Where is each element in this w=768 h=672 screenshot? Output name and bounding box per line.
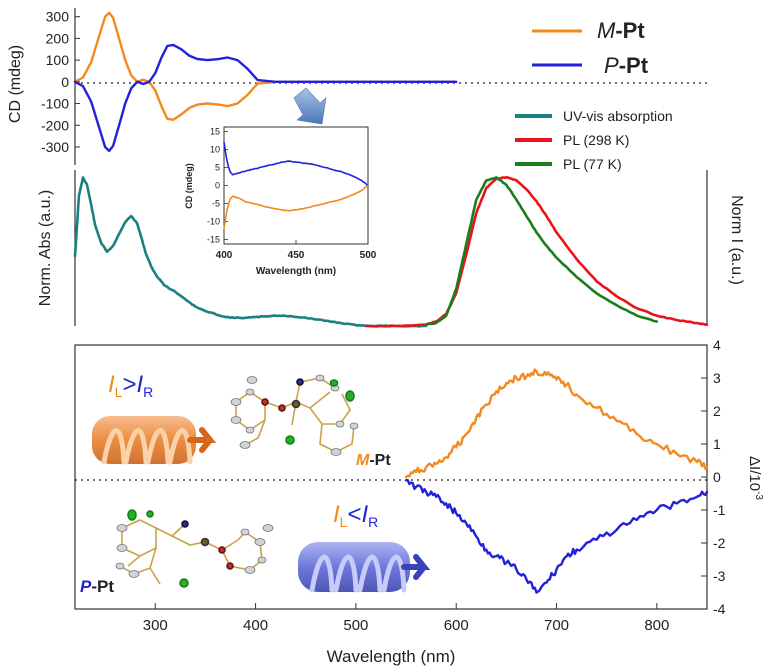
cd-series — [73, 11, 458, 153]
inset-x-tick-label: 400 — [216, 250, 233, 261]
cd-y-label: CD (mdeg) — [7, 45, 24, 123]
cd-tick-label: 300 — [46, 9, 70, 25]
inset-y-tick-label: 5 — [215, 163, 220, 173]
pl-y-label: Norm I (a.u.) — [728, 195, 745, 285]
series-line-p-pt-inset — [223, 141, 369, 187]
inset-x-tick-label: 500 — [360, 250, 377, 261]
series-line-m-pt — [73, 11, 458, 121]
abs-pl-series — [73, 176, 709, 328]
series-line-p-pt-cpl — [404, 478, 709, 594]
series-line-pl-77-k — [424, 176, 659, 326]
cd-tick-label: 200 — [46, 30, 70, 46]
cd-tick-label: 0 — [61, 74, 69, 90]
cpl-x-tick-label: 800 — [644, 617, 669, 634]
cpl-x-tick-label: 600 — [444, 617, 469, 634]
legend-label-p-pt: P-Pt — [604, 53, 649, 78]
series-line-m-pt-cpl — [404, 368, 709, 479]
orange-helix-icon — [92, 416, 217, 465]
abs-y-label: Norm. Abs (a.u.) — [37, 190, 54, 306]
cd-tick-label: 100 — [46, 52, 70, 68]
abs-pl-legend: UV-vis absorption PL (298 K) PL (77 K) — [515, 108, 673, 172]
legend-label-m-pt: M-Pt — [597, 18, 645, 43]
series-line-p-pt — [73, 43, 458, 153]
cd-tick-label: -300 — [41, 139, 69, 155]
cd-tick-label: -200 — [41, 117, 69, 133]
series-line-m-pt-inset — [223, 184, 369, 230]
cpl-y-label: ΔI/10-3 — [746, 456, 764, 500]
annotation-il-lt-ir: IL<IR — [333, 501, 378, 530]
cpl-y-tick-label: -2 — [713, 535, 726, 551]
cpl-y-ticks: 4 3 2 1 0 -1 -2 -3 -4 — [701, 337, 726, 617]
abs-pl-panel: Norm. Abs (a.u.) Norm I (a.u.) UV-vis ab… — [37, 108, 745, 328]
m-pt-structure-label: M-Pt — [356, 452, 391, 469]
cpl-y-tick-label: 2 — [713, 403, 721, 419]
legend-label-pl298: PL (298 K) — [563, 132, 629, 148]
cpl-x-label: Wavelength (nm) — [327, 647, 456, 666]
legend-label-uvvis: UV-vis absorption — [563, 108, 673, 124]
cpl-y-label-sup: -3 — [753, 491, 764, 500]
cpl-y-tick-label: -4 — [713, 601, 726, 617]
cpl-panel: 300 400 500 600 700 800 4 3 2 1 0 -1 -2 -3 -4 Wavelen… — [74, 337, 764, 666]
cpl-y-tick-label: -3 — [713, 568, 726, 584]
cpl-x-tick-label: 400 — [243, 617, 268, 634]
annotation-il-gt-ir: IL>IR — [108, 371, 153, 400]
cd-tick-label: -100 — [41, 96, 69, 112]
inset-y-tick-label: 0 — [215, 181, 220, 191]
inset-y-tick-label: 10 — [210, 145, 220, 155]
cpl-x-tick-label: 500 — [343, 617, 368, 634]
cpl-y-tick-label: -1 — [713, 502, 726, 518]
series-line-uv-vis-absorption — [73, 176, 428, 328]
cpl-x-tick-label: 700 — [544, 617, 569, 634]
inset-y-tick-label: -5 — [212, 198, 220, 208]
inset-x-tick-label: 450 — [288, 250, 305, 261]
p-pt-structure-label: P-Pt — [80, 577, 114, 596]
cpl-y-tick-label: 3 — [713, 370, 721, 386]
cpl-y-tick-label: 4 — [713, 337, 721, 353]
cpl-series — [404, 368, 709, 594]
inset-x-label: Wavelength (nm) — [256, 266, 336, 277]
legend-label-pl77: PL (77 K) — [563, 156, 622, 172]
cpl-x-tick-label: 300 — [143, 617, 168, 634]
cpl-y-tick-label: 1 — [713, 436, 721, 452]
cd-axes — [74, 8, 710, 165]
p-pt-molecule-structure — [115, 509, 274, 588]
inset-y-tick-label: -15 — [207, 234, 220, 244]
cpl-x-ticks: 300 400 500 600 700 800 — [143, 603, 669, 634]
down-arrow-icon — [293, 87, 327, 125]
m-pt-molecule-structure — [230, 374, 359, 456]
inset-panel: 15 10 5 0 -5 -10 -15 400 450 500 CD (mdeg) Wavele… — [184, 87, 377, 277]
inset-series — [223, 141, 369, 230]
cpl-y-tick-label: 0 — [713, 469, 721, 485]
cd-panel: 300 200 100 0 -100 -200 -300 CD (mdeg) M-Pt P-… — [7, 8, 710, 165]
inset-frame — [223, 126, 369, 245]
blue-helix-icon — [298, 542, 431, 593]
cd-y-ticks: 300 200 100 0 -100 -200 -300 — [41, 9, 80, 155]
inset-y-tick-label: 15 — [210, 127, 220, 137]
series-line-pl-298-k — [364, 176, 709, 328]
inset-y-tick-label: -10 — [207, 216, 220, 226]
inset-y-label: CD (mdeg) — [184, 163, 194, 209]
cpl-y-label-main: ΔI/10 — [746, 456, 763, 491]
cd-legend: M-Pt P-Pt — [532, 18, 649, 78]
inset-ticks: 15 10 5 0 -5 -10 -15 400 450 500 — [207, 127, 377, 261]
